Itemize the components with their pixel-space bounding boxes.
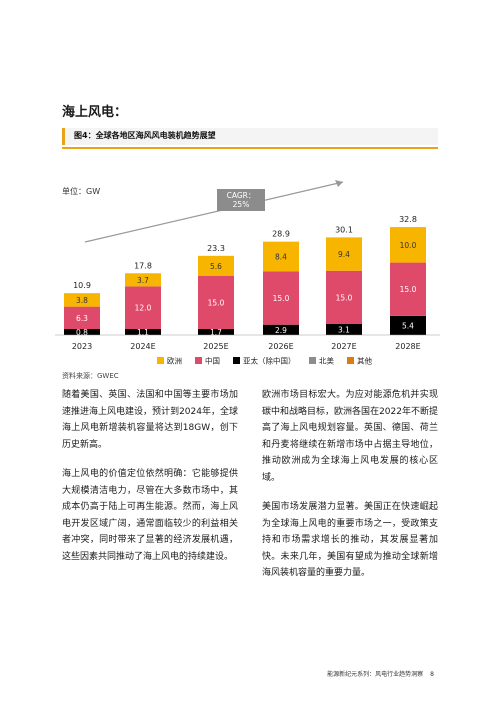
data-label: 1.7 <box>210 328 222 337</box>
legend-swatch <box>309 357 316 364</box>
bar-segment <box>390 227 426 263</box>
caption-accent <box>62 128 65 145</box>
data-label: 3.7 <box>137 276 149 285</box>
trend-arrow-head <box>335 180 343 187</box>
cagr-box <box>217 189 265 211</box>
total-label: 23.3 <box>207 244 225 253</box>
legend-swatch <box>233 357 240 364</box>
footer-text: 能源新纪元系列：风电行业趋势洞察 <box>327 671 424 678</box>
data-label: 15.0 <box>336 293 353 302</box>
bar-segment <box>64 329 100 335</box>
page-number: 8 <box>430 671 434 678</box>
bar-segment <box>198 255 234 276</box>
bar-segment <box>64 306 100 329</box>
paragraph: 美国市场发展潜力显著。美国正在快速崛起为全球海上风电的重要市场之一，受政策支持和… <box>262 502 438 578</box>
data-label: 15.0 <box>208 298 225 307</box>
bar-segment <box>125 329 161 335</box>
x-tick-label: 2028E <box>395 342 420 351</box>
legend-swatch <box>347 357 354 364</box>
paragraph: 海上风电的价值定位依然明确：它能够提供大规模清洁电力，尽管在大多数市场中，其成本… <box>62 469 238 562</box>
data-label: 8.4 <box>275 253 287 262</box>
x-tick-label: 2025E <box>203 342 228 351</box>
total-label: 17.8 <box>134 261 152 270</box>
data-label: 12.0 <box>135 304 152 313</box>
total-label: 28.9 <box>272 230 290 239</box>
data-label: 15.0 <box>400 285 417 294</box>
total-label: 10.9 <box>73 281 91 290</box>
paragraph: 欧洲市场目标宏大。为应对能源危机并实现碳中和战略目标，欧洲各国在2022年不断提… <box>262 390 438 483</box>
bar-segment <box>263 324 299 335</box>
caption-underline <box>62 147 438 149</box>
figure-caption-bar: 图4：全球各地区海风风电装机趋势展望 <box>62 128 438 145</box>
bar-segment <box>64 293 100 307</box>
data-label: 1.1 <box>137 328 149 337</box>
section-title: 海上风电： <box>62 105 128 120</box>
data-label: 3.8 <box>76 296 88 305</box>
cagr-label: 25% <box>233 200 250 209</box>
stacked-bar-chart: 0.00.86.33.810.920230.00.91.112.03.717.8… <box>55 180 440 366</box>
x-tick-label: 2024E <box>130 342 155 351</box>
source-note: 资料来源：GWEC <box>62 372 119 380</box>
bar-segment <box>326 237 362 271</box>
left-text-column: 随着美国、英国、法国和中国等主要市场加速推进海上风电建设，预计到2024年，全球… <box>62 387 238 578</box>
x-tick-label: 2026E <box>268 342 293 351</box>
total-label: 32.8 <box>399 215 417 224</box>
legend-swatch <box>157 357 164 364</box>
bar-segment <box>198 328 234 335</box>
data-label: 2.9 <box>275 326 287 335</box>
legend-label: 欧洲 <box>167 356 182 366</box>
bar-segment <box>263 241 299 272</box>
cagr-label: CAGR： <box>227 191 256 200</box>
data-label: 15.0 <box>273 294 290 303</box>
x-tick-label: 2027E <box>331 342 356 351</box>
bar-segment <box>198 275 234 329</box>
bar-segment <box>326 270 362 324</box>
legend-label: 其他 <box>357 356 372 366</box>
bar-segment <box>263 271 299 325</box>
legend-label: 亚太（除中国） <box>243 356 296 366</box>
legend-label: 中国 <box>205 356 220 366</box>
data-label: 6.3 <box>76 314 88 323</box>
unit-label: 单位：GW <box>62 187 101 196</box>
data-label: 3.1 <box>338 325 350 334</box>
page-footer: 能源新纪元系列：风电行业趋势洞察 8 <box>327 669 434 678</box>
bar-segment <box>125 286 161 329</box>
bar-segment <box>125 273 161 287</box>
right-text-column: 欧洲市场目标宏大。为应对能源危机并实现碳中和战略目标，欧洲各国在2022年不断提… <box>262 387 438 595</box>
bar-segment <box>326 323 362 335</box>
data-label: 0.8 <box>76 328 88 337</box>
data-label: 5.6 <box>210 262 222 271</box>
bar-segment <box>390 315 426 335</box>
data-label: 10.0 <box>400 241 417 250</box>
data-label: 9.4 <box>338 250 350 259</box>
trend-arrow <box>84 181 344 243</box>
legend-label: 北美 <box>319 356 334 366</box>
legend-swatch <box>195 357 202 364</box>
paragraph: 随着美国、英国、法国和中国等主要市场加速推进海上风电建设，预计到2024年，全球… <box>62 390 238 450</box>
total-label: 30.1 <box>335 225 353 234</box>
data-label: 5.4 <box>402 321 414 330</box>
x-tick-label: 2023 <box>72 342 92 351</box>
bar-segment <box>390 262 426 316</box>
figure-title: 图4：全球各地区海风风电装机趋势展望 <box>74 131 216 140</box>
